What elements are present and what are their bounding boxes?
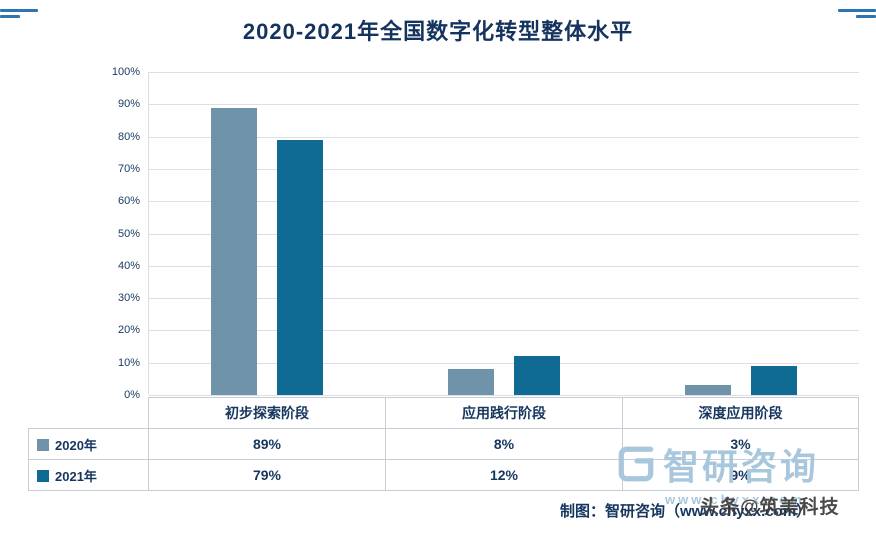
bar-2021年-初步探索阶段: [277, 139, 324, 395]
category-header-cell: 应用践行阶段: [385, 397, 623, 429]
y-tick-label: 0%: [124, 389, 140, 401]
gridline: [149, 233, 859, 235]
gridline: [149, 168, 859, 170]
y-tick-label: 60%: [117, 195, 140, 208]
legend-label: 2021年: [55, 468, 97, 484]
value-cell: 8%: [385, 428, 623, 460]
y-tick-label: 10%: [117, 356, 140, 369]
bar-2020年-深度应用阶段: [684, 385, 731, 395]
legend-label: 2020年: [55, 437, 97, 453]
gridline: [149, 298, 859, 300]
table-row: 2020年 89% 8% 3%: [28, 428, 859, 460]
brand-logo-icon: [615, 443, 657, 485]
value-cell: 3%: [622, 428, 859, 460]
bar-2021年-深度应用阶段: [750, 365, 797, 395]
y-tick-label: 30%: [117, 292, 140, 305]
y-tick-label: 100%: [111, 66, 140, 78]
table-row: 2021年 79% 12% 9%: [28, 459, 859, 491]
gridline: [149, 104, 859, 106]
category-header-cell: 深度应用阶段: [622, 397, 859, 429]
value-cell: 79%: [148, 459, 386, 491]
watermark-logo: 智研咨询 www.chyxx.com: [615, 438, 875, 507]
watermark-fragment-top-left: [0, 9, 38, 12]
bar-2021年-应用践行阶段: [514, 356, 560, 395]
gridline: [149, 265, 859, 267]
y-tick-label: 50%: [117, 227, 140, 240]
bar-2020年-应用践行阶段: [448, 369, 494, 395]
value-cell: 12%: [385, 459, 623, 491]
value-cell: 89%: [148, 428, 386, 460]
legend-swatch: [37, 469, 49, 482]
watermark-fragment-top-right: [838, 9, 876, 12]
bar-2020年-初步探索阶段: [211, 107, 258, 395]
y-tick-label: 80%: [117, 130, 140, 143]
gridline: [149, 72, 859, 73]
plot-area: [148, 72, 859, 396]
legend-swatch: [37, 438, 49, 451]
legend-cell: 2020年: [28, 428, 149, 460]
chart-title: 2020-2021年全国数字化转型整体水平: [242, 19, 634, 44]
y-tick-label: 70%: [117, 162, 140, 175]
watermark-brand: 智研咨询: [663, 446, 820, 487]
legend-cell: 2021年: [28, 459, 149, 491]
data-table: 初步探索阶段 应用践行阶段 深度应用阶段 2020年 89% 8% 3% 2021年 79% 12…: [28, 397, 859, 491]
watermark-url: www.chyxx.com: [665, 492, 805, 507]
chart-source: 制图：智研咨询（www.chyxx.com）: [560, 503, 812, 520]
value-cell: 9%: [622, 459, 859, 491]
gridline: [149, 362, 859, 364]
gridline: [149, 201, 859, 203]
y-tick-label: 20%: [117, 324, 140, 337]
y-tick-label: 90%: [117, 98, 140, 111]
gridline: [149, 330, 859, 332]
y-axis: 0% 10% 20% 30% 40% 50% 60% 70% 80% 90% 100%: [84, 66, 140, 401]
watermark-fragment-top-right-2: [856, 15, 876, 18]
chart-data-table: 初步探索阶段 应用践行阶段 深度应用阶段 2020年 89% 8% 3% 2021年 79% 12…: [28, 397, 859, 491]
gridline: [149, 395, 859, 396]
table-corner-cell: [29, 398, 149, 429]
category-header-cell: 初步探索阶段: [148, 397, 386, 429]
watermark-overlay-text: 头条@筑美科技: [700, 497, 840, 518]
y-tick-label: 40%: [117, 259, 140, 272]
watermark-fragment-top-left-2: [0, 15, 20, 18]
gridline: [149, 136, 859, 138]
